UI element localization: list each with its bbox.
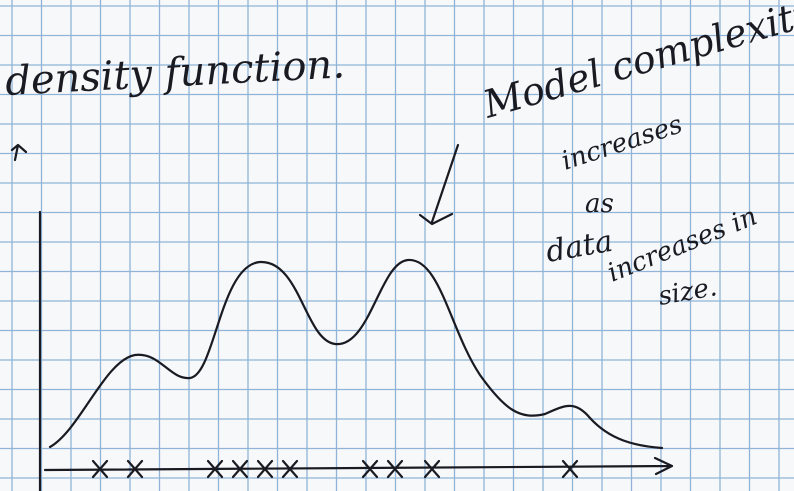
annotation-line: as — [585, 189, 614, 219]
notebook-page: density function. Model complexity incre… — [0, 0, 794, 491]
